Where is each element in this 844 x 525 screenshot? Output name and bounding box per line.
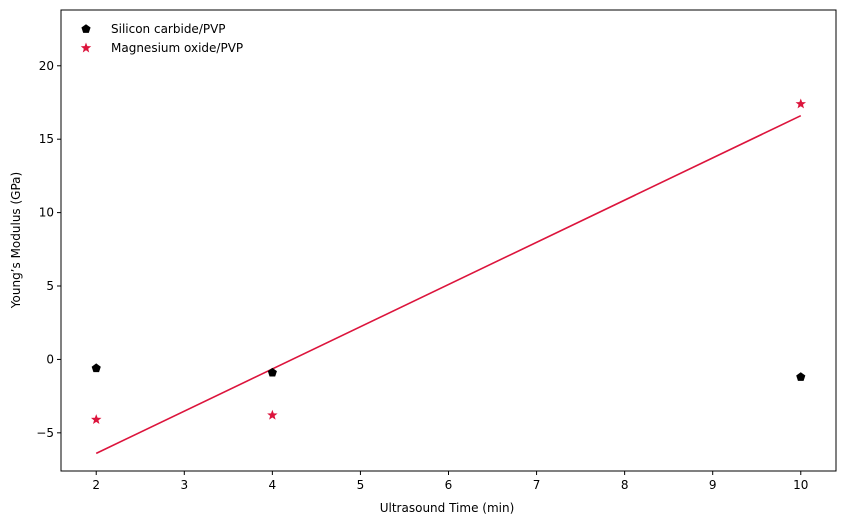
legend-marker	[81, 24, 91, 33]
plot-area	[60, 9, 837, 472]
x-tick-label: 8	[621, 478, 629, 492]
legend: Silicon carbide/PVP Magnesium oxide/PVP	[80, 22, 243, 55]
legend-label: Silicon carbide/PVP	[111, 22, 226, 36]
silicon-carbide-point	[267, 367, 277, 377]
y-tick-label: 15	[39, 132, 54, 146]
x-tick-label: 6	[445, 478, 453, 492]
y-tick-label: 0	[46, 352, 54, 366]
y-tick-label: 10	[39, 206, 54, 220]
x-tick-label: 5	[357, 478, 365, 492]
x-tick-label: 3	[180, 478, 188, 492]
silicon-carbide-point	[796, 372, 806, 381]
silicon-carbide-point	[91, 363, 101, 373]
x-tick-label: 7	[533, 478, 541, 492]
x-tick-label: 9	[709, 478, 717, 492]
magnesium-oxide-point	[91, 414, 102, 425]
y-tick-label: −5	[36, 426, 54, 440]
x-tick-label: 2	[92, 478, 100, 492]
y-tick-label: 20	[39, 59, 54, 73]
magnesium-oxide-point	[267, 409, 278, 420]
fit-line-layer	[95, 114, 802, 455]
plot-frame	[60, 9, 837, 472]
fit-line-magnesium-oxide	[95, 114, 802, 455]
y-tick-label: 5	[46, 279, 54, 293]
legend-label: Magnesium oxide/PVP	[111, 41, 243, 55]
legend-marker	[80, 42, 92, 53]
marker-layer	[91, 98, 806, 425]
y-axis-label: Young’s Modulus (GPa)	[9, 172, 23, 309]
x-axis-ticks: 2 3 4 5 6 7 8 9 10	[92, 471, 808, 492]
x-tick-label: 10	[793, 478, 808, 492]
y-axis-ticks: −5 0 5 10 15 20	[36, 59, 61, 440]
x-tick-label: 4	[269, 478, 277, 492]
x-axis-label: Ultrasound Time (min)	[380, 501, 515, 515]
magnesium-oxide-point	[795, 98, 806, 109]
